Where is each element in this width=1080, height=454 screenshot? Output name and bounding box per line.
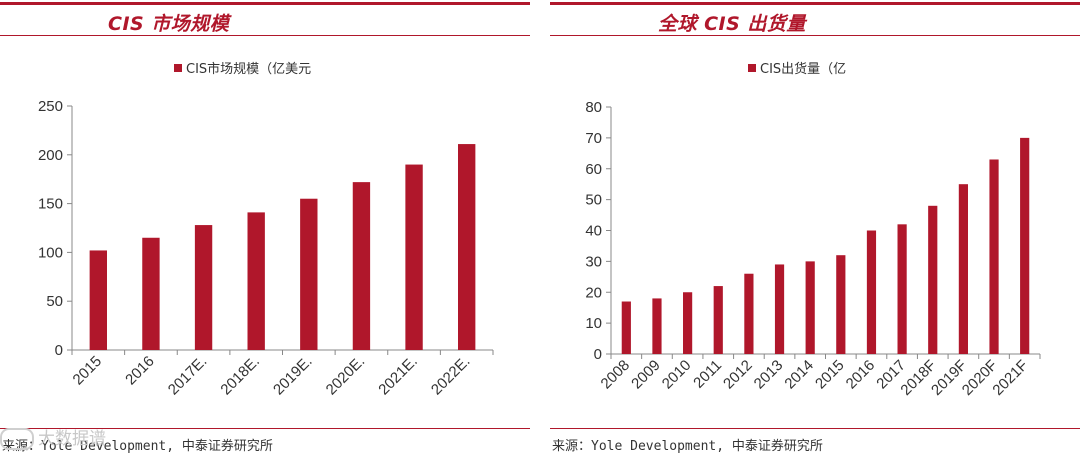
source-text: 来源：Yole Development, 中泰证券研究所 (2, 439, 273, 454)
bar (1020, 137, 1030, 354)
bar (458, 144, 476, 350)
watermark-text: 大数据谱 (38, 429, 106, 449)
bar (928, 205, 938, 354)
bar (247, 212, 265, 350)
bar (405, 164, 423, 350)
bar (194, 225, 213, 350)
y-tick-label: 0 (594, 346, 602, 363)
y-tick-label: 100 (38, 244, 63, 261)
source-rule (550, 428, 1080, 429)
x-tick-label: 2015 (70, 353, 106, 389)
x-tick-label: 2019E. (270, 353, 316, 399)
title-bar: 全球 CIS 出货量 (550, 5, 1080, 36)
left-panel: CIS 市场规模 CIS市场规模（亿美元 0 50 100 150 200 250 2015 2… (0, 0, 530, 454)
bar (652, 298, 662, 354)
y-tick-label: 30 (585, 253, 602, 270)
bar (683, 292, 693, 354)
bar (805, 261, 815, 354)
bar (142, 237, 160, 350)
bar (744, 273, 754, 354)
y-tick-label: 200 (38, 147, 63, 164)
y-tick-label: 20 (585, 284, 602, 301)
x-tick-label: 2012 (720, 357, 756, 393)
bar (713, 286, 723, 354)
watermark-logo-icon (0, 428, 34, 450)
chart-title: CIS 市场规模 (108, 13, 230, 35)
x-tick-label: 2011 (690, 357, 725, 392)
top-rule (0, 2, 530, 5)
legend-label: CIS出货量（亿 (760, 61, 846, 77)
bar (89, 250, 107, 350)
legend-swatch (748, 64, 756, 72)
bar (836, 255, 846, 354)
top-rule (550, 2, 1080, 5)
source-rule (0, 428, 530, 429)
x-tick-label: 2022E. (428, 353, 474, 399)
shipment-chart: CIS出货量（亿01020304050607080200820092010201… (585, 61, 1041, 399)
y-tick-label: 70 (585, 130, 602, 147)
bar (989, 159, 999, 354)
title-bar: CIS 市场规模 (0, 5, 530, 36)
legend-label: CIS市场规模（亿美元 (186, 61, 311, 77)
bar (897, 224, 907, 354)
x-tick-label: 2018E. (217, 353, 263, 399)
x-tick-label: 2010 (659, 357, 695, 393)
x-tick-label: 2016 (122, 353, 158, 389)
y-tick-label: 150 (38, 196, 63, 213)
legend: CIS市场规模（亿美元 (174, 61, 311, 77)
x-tick-label: 2009 (628, 357, 664, 393)
y-tick-label: 40 (585, 223, 602, 240)
bar (774, 264, 785, 354)
x-tick-label: 2020E. (323, 353, 369, 399)
y-tick-label: 10 (585, 315, 602, 332)
y-tick-label: 60 (585, 161, 602, 178)
legend-swatch (174, 64, 182, 72)
legend: CIS出货量（亿 (748, 61, 846, 77)
x-tick-label: 2008 (598, 357, 634, 393)
market-size-chart: CIS市场规模（亿美元 0 50 100 150 200 250 2015 2016 2017E.… (38, 61, 494, 399)
x-tick-label: 2021F (989, 357, 1031, 399)
x-tick-label: 2017E. (165, 353, 211, 399)
y-tick-label: 50 (46, 293, 63, 310)
y-tick-label: 250 (38, 98, 63, 115)
y-tick-label: 80 (585, 99, 602, 116)
bar (300, 198, 318, 350)
bar (621, 301, 631, 354)
source-text: 来源：Yole Development, 中泰证券研究所 (552, 439, 823, 454)
bar (352, 182, 371, 350)
x-tick-label: 2016 (843, 357, 879, 393)
x-tick-label: 2013 (751, 357, 787, 393)
y-tick-label: 0 (55, 342, 63, 359)
y-tick-label: 50 (585, 192, 602, 209)
x-tick-label: 2015 (812, 357, 848, 393)
x-tick-label: 2021E. (375, 353, 421, 399)
x-tick-label: 2014 (781, 357, 817, 393)
bar (866, 230, 877, 354)
watermark: 大数据谱 (0, 424, 106, 450)
chart-title: 全球 CIS 出货量 (658, 13, 806, 35)
bar (958, 184, 968, 354)
right-panel: 全球 CIS 出货量 CIS出货量（亿 0 10 20 30 40 50 60 70 80 2008… (550, 0, 1080, 454)
